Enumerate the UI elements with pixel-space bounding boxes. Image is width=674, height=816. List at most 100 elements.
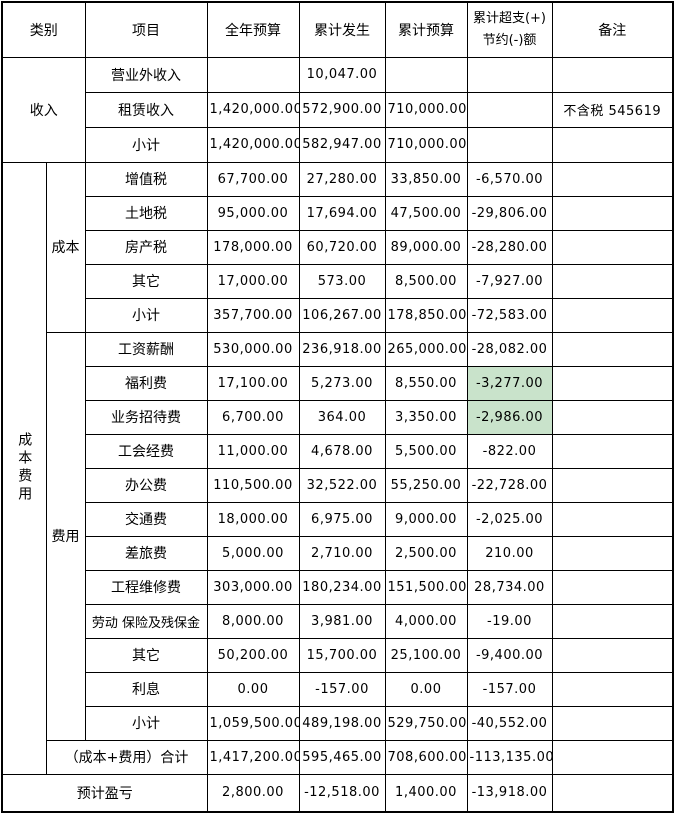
cell-annual: 17,100.00 [206,365,300,401]
cell-actual: 10,047.00 [298,56,386,93]
cell-variance: -6,570.00 [466,161,553,197]
cell-budget: 710,000.00 [384,91,468,128]
projected-profit-loss-row: 预计盈亏 2,800.00 -12,518.00 1,400.00 -13,91… [1,773,674,813]
cost-row-2: 房产税 178,000.00 60,720.00 89,000.00 -28,2… [2,229,674,265]
cell-annual: 6,700.00 [206,399,300,435]
income-row-1: 租赁收入 1,420,000.00 572,900.00 710,000.00 … [2,91,674,128]
cell-actual: 489,198.00 [298,705,386,741]
cell-item: 利息 [84,671,208,707]
cell-remark [551,56,674,93]
cell-variance: -29,806.00 [466,195,553,231]
expense-row-10: 利息 0.00 -157.00 0.00 -157.00 [2,671,674,707]
cell-remark [551,705,674,741]
cell-actual: -12,518.00 [298,773,386,813]
section-label-cost: 成本 [45,161,86,333]
cell-annual: 50,200.00 [206,637,300,673]
cell-variance: -28,280.00 [466,229,553,265]
section-label-cost-expense: 成本费用 [1,161,47,775]
header-variance-line2: 节约(-)额 [482,32,537,48]
cell-remark: 不含税 545619 [551,91,674,128]
cell-annual: 303,000.00 [206,569,300,605]
cost-row-0: 成本费用 成本 增值税 67,700.00 27,280.00 33,850.0… [1,161,674,775]
cell-actual: 4,678.00 [298,433,386,469]
cell-item: 工程维修费 [84,569,208,605]
cell-item: 业务招待费 [84,399,208,435]
cell-annual: 8,000.00 [206,603,300,639]
cell-remark [551,399,674,435]
cell-item: 土地税 [84,195,208,231]
cell-variance: 210.00 [466,535,553,571]
cell-remark [551,535,674,571]
cell-annual: 95,000.00 [206,195,300,231]
cell-item: 房产税 [84,229,208,265]
cell-actual: 27,280.00 [298,161,386,197]
expense-row-5: 交通费 18,000.00 6,975.00 9,000.00 -2,025.0… [2,501,674,537]
expense-row-9: 其它 50,200.00 15,700.00 25,100.00 -9,400.… [2,637,674,673]
cell-remark [551,739,674,775]
cell-total-label: （成本+费用）合计 [45,739,208,775]
cell-remark [551,433,674,469]
cell-remark [551,569,674,605]
cell-item: 办公费 [84,467,208,503]
expense-row-0: 费用 工资薪酬 530,000.00 236,918.00 265,000.00… [2,331,674,741]
cell-item: 差旅费 [84,535,208,571]
cell-variance: -2,025.00 [466,501,553,537]
cell-variance: -157.00 [466,671,553,707]
cell-item: 营业外收入 [84,56,208,93]
expense-row-6: 差旅费 5,000.00 2,710.00 2,500.00 210.00 [2,535,674,571]
cell-budget: 265,000.00 [384,331,468,367]
cell-annual: 1,417,200.00 [206,739,300,775]
cell-budget: 9,000.00 [384,501,468,537]
cell-item: 工会经费 [84,433,208,469]
cell-variance: 28,734.00 [466,569,553,605]
cell-actual: 6,975.00 [298,501,386,537]
expense-row-4: 办公费 110,500.00 32,522.00 55,250.00 -22,7… [2,467,674,503]
cell-remark [551,603,674,639]
cell-variance-highlighted: -2,986.00 [466,399,553,435]
cell-item: 福利费 [84,365,208,401]
cell-actual: 180,234.00 [298,569,386,605]
cell-item: 劳动 保险及残保金 [84,603,208,639]
cell-remark [551,671,674,707]
cell-variance: -7,927.00 [466,263,553,299]
cell-remark [551,331,674,367]
cell-annual: 5,000.00 [206,535,300,571]
cell-budget: 33,850.00 [384,161,468,197]
cell-annual: 530,000.00 [206,331,300,367]
header-annual-budget: 全年预算 [206,1,300,58]
cell-item: 租赁收入 [84,91,208,128]
cell-annual: 2,800.00 [206,773,300,813]
cell-variance: -19.00 [466,603,553,639]
cell-actual: 364.00 [298,399,386,435]
expense-row-2: 业务招待费 6,700.00 364.00 3,350.00 -2,986.00 [2,399,674,435]
cell-item: 小计 [84,705,208,741]
cost-row-3: 其它 17,000.00 573.00 8,500.00 -7,927.00 [2,263,674,299]
cell-budget: 3,350.00 [384,399,468,435]
cell-actual: 2,710.00 [298,535,386,571]
cell-item: 小计 [84,126,208,163]
expense-row-11: 小计 1,059,500.00 489,198.00 529,750.00 -4… [2,705,674,741]
cell-item: 小计 [84,297,208,333]
header-category: 类别 [1,1,86,58]
cell-actual: 106,267.00 [298,297,386,333]
cell-remark [551,263,674,299]
cell-actual: 3,981.00 [298,603,386,639]
cell-annual [206,56,300,93]
header-variance: 累计超支(+) 节约(-)额 [466,1,553,58]
cost-row-4: 小计 357,700.00 106,267.00 178,850.00 -72,… [2,297,674,333]
expense-row-7: 工程维修费 303,000.00 180,234.00 151,500.00 2… [2,569,674,605]
cell-budget: 47,500.00 [384,195,468,231]
cell-actual: 572,900.00 [298,91,386,128]
cell-item: 工资薪酬 [84,331,208,367]
cell-budget: 8,550.00 [384,365,468,401]
cell-budget: 710,000.00 [384,126,468,163]
cell-annual: 1,420,000.00 [206,126,300,163]
cell-budget [384,56,468,93]
cell-variance-highlighted: -3,277.00 [466,365,553,401]
header-cumulative-budget: 累计预算 [384,1,468,58]
cell-actual: 32,522.00 [298,467,386,503]
cell-remark [551,501,674,537]
cell-actual: 5,273.00 [298,365,386,401]
